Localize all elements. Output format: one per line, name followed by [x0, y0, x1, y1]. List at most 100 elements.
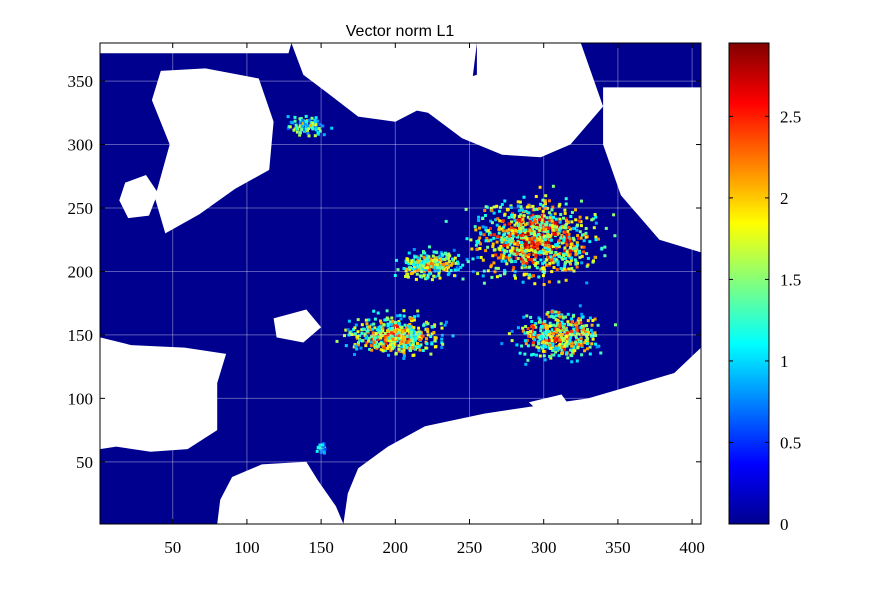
heat-cell [564, 253, 568, 256]
heat-cell [500, 227, 504, 231]
heat-cell [561, 351, 565, 355]
heat-cell [515, 248, 519, 252]
heat-cell [500, 240, 504, 244]
heat-cell [538, 185, 542, 189]
heat-cell [503, 199, 507, 203]
heat-cell [471, 257, 475, 261]
heat-cell [484, 239, 488, 243]
heat-cell [528, 228, 532, 232]
heat-cell [558, 202, 562, 206]
heat-cell [563, 343, 567, 347]
heat-cell [544, 341, 548, 345]
heat-cell [379, 342, 383, 346]
heat-cell [298, 133, 302, 137]
heat-cell [412, 353, 416, 357]
heat-cell [565, 219, 568, 223]
heat-cell [496, 266, 500, 270]
heat-cell [426, 327, 430, 331]
heat-cell [365, 322, 369, 326]
heat-cell [367, 339, 371, 343]
heat-cell [436, 259, 440, 263]
heat-cell [494, 218, 498, 222]
heat-cell [525, 237, 529, 241]
heat-cell [547, 330, 551, 333]
heat-cell [417, 256, 421, 260]
heat-cell [419, 336, 423, 340]
heat-cell [562, 267, 566, 271]
heat-cell [419, 268, 423, 272]
heat-cell [554, 345, 558, 349]
heat-cell [390, 340, 394, 344]
heat-cell [401, 330, 405, 334]
heat-cell [517, 215, 521, 218]
heat-cell [471, 270, 475, 274]
heat-cell [412, 318, 416, 322]
heat-cell [580, 261, 584, 265]
heat-cell [310, 116, 314, 120]
heat-cell [429, 335, 433, 338]
heat-cell [541, 336, 545, 340]
heat-cell [525, 272, 529, 276]
heat-cell [520, 244, 524, 248]
heat-cell [403, 323, 407, 327]
heat-cell [583, 341, 587, 345]
heat-cell [397, 344, 401, 348]
heat-cell [560, 320, 564, 324]
heat-cell [386, 346, 389, 350]
heat-cell [558, 338, 562, 342]
heat-cell [494, 266, 498, 270]
colorbar-tick-label: 1.5 [780, 270, 801, 289]
heat-cell [543, 243, 547, 247]
heat-cell [424, 257, 428, 261]
heat-cell [523, 352, 527, 356]
heat-cell [298, 131, 302, 135]
heat-cell [370, 327, 374, 331]
heat-cell [417, 344, 421, 348]
heat-cell [580, 353, 584, 357]
heat-cell [558, 252, 562, 255]
heat-cell [373, 337, 376, 341]
plot-frame [99, 42, 702, 525]
heat-cell [568, 249, 572, 253]
heat-cell [559, 313, 563, 317]
heat-cell [612, 213, 616, 217]
heat-cell [363, 332, 367, 336]
heat-cell [588, 316, 592, 320]
heat-cell [545, 252, 549, 256]
heat-cell [481, 225, 485, 229]
heat-cell [536, 334, 540, 337]
heat-cell [551, 223, 555, 227]
colorbar-gradient [729, 43, 769, 524]
heat-cell [424, 322, 428, 326]
y-tick-label: 50 [76, 453, 93, 472]
heat-cell [563, 257, 567, 260]
heat-cell [555, 243, 559, 247]
heat-cell [447, 252, 451, 256]
heat-cell [298, 125, 302, 129]
heat-cell [379, 321, 383, 325]
heat-cell [427, 255, 431, 259]
heat-cell [479, 256, 483, 259]
heat-cell [322, 449, 326, 453]
heat-cell [486, 229, 490, 233]
heat-cell [574, 262, 578, 266]
heat-cell [440, 326, 444, 330]
heat-cell [581, 331, 585, 334]
heat-cell [520, 242, 524, 246]
heat-cell [390, 347, 394, 351]
heat-cell [485, 237, 489, 240]
heat-cell [465, 257, 469, 261]
heat-cell [585, 342, 589, 346]
colorbar-tick-label: 0 [780, 515, 789, 534]
heat-cell [526, 245, 530, 249]
heat-cell [422, 274, 426, 278]
colorbar-tick-label: 2.5 [780, 107, 801, 126]
heat-cell [583, 324, 587, 328]
heat-cell [548, 263, 552, 267]
heat-cell [433, 269, 437, 273]
y-tick-label: 100 [68, 389, 94, 408]
heat-cell [562, 347, 566, 351]
heat-cell [544, 240, 548, 244]
heat-cell [424, 263, 428, 267]
heat-cell [582, 239, 586, 243]
